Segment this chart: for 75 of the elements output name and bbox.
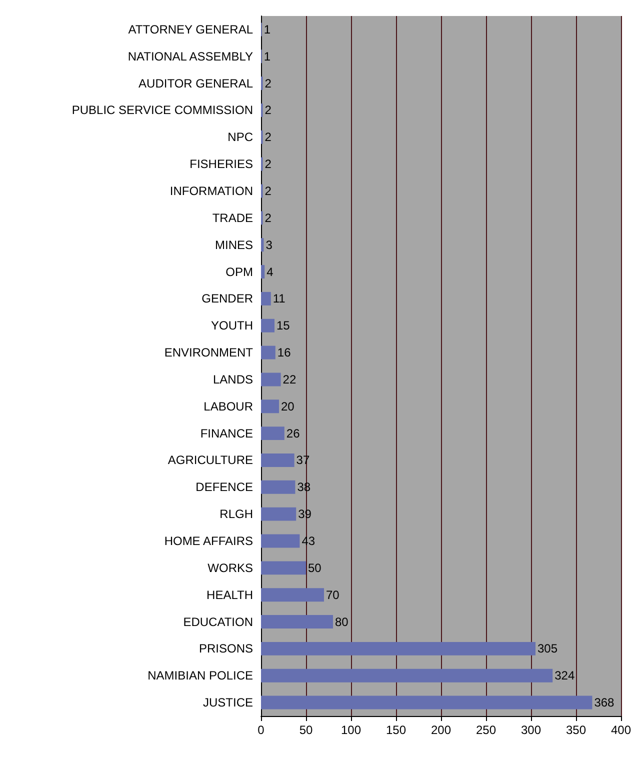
x-tick-label: 50	[299, 723, 313, 737]
x-tick-label: 300	[520, 723, 542, 737]
bar	[261, 588, 324, 602]
data-label: 11	[272, 292, 286, 306]
y-tick-label: HEALTH	[206, 588, 253, 602]
y-tick-label: ATTORNEY GENERAL	[128, 22, 254, 36]
bar	[261, 615, 333, 628]
y-tick-label: ENVIRONMENT	[164, 346, 254, 360]
bar	[261, 668, 553, 682]
bar	[261, 696, 592, 710]
data-label: 22	[282, 372, 296, 386]
bar	[261, 480, 296, 494]
bar	[261, 426, 284, 440]
y-tick-label: YOUTH	[211, 318, 253, 333]
data-label: 324	[554, 668, 575, 683]
y-tick-label: DEFENCE	[196, 480, 253, 494]
bar	[261, 561, 306, 575]
data-label: 16	[277, 346, 292, 360]
bar	[261, 238, 264, 252]
data-label: 2	[264, 130, 272, 144]
data-label: 4	[266, 264, 274, 279]
bar	[261, 265, 265, 278]
y-tick-label: PRISONS	[198, 642, 253, 656]
data-label: 2	[264, 184, 272, 198]
bar	[261, 642, 536, 656]
y-tick-label: MINES	[214, 238, 253, 252]
x-tick-label: 200	[430, 723, 452, 737]
y-tick-label: NAMIBIAN POLICE	[148, 668, 253, 683]
data-label: 26	[286, 426, 300, 440]
y-tick-label: WORKS	[208, 560, 253, 575]
y-tick-label: HOME AFFAIRS	[164, 534, 253, 548]
bar	[261, 292, 271, 306]
bar	[261, 318, 274, 332]
y-tick-label: LANDS	[212, 372, 253, 386]
data-label: 1	[264, 22, 271, 36]
data-label: 80	[335, 614, 349, 629]
x-tick-label: 350	[566, 723, 586, 737]
data-label: 70	[326, 588, 340, 602]
y-tick-label: GENDER	[202, 292, 254, 306]
bar	[261, 507, 296, 521]
bar	[261, 454, 294, 467]
y-tick-label: PUBLIC SERVICE COMMISSION	[72, 103, 253, 118]
data-label: 2	[264, 157, 272, 172]
y-tick-label: TRADE	[212, 210, 253, 225]
y-tick-label: RLGH	[220, 507, 253, 522]
data-label: 305	[538, 642, 558, 656]
y-tick-label: NPC	[228, 130, 254, 144]
data-label: 368	[594, 696, 615, 710]
y-tick-label: JUSTICE	[202, 696, 253, 710]
data-label: 2	[264, 210, 272, 225]
bar	[261, 400, 279, 414]
x-tick-label: 400	[610, 723, 632, 737]
bar	[261, 372, 281, 386]
y-tick-label: FISHERIES	[190, 157, 253, 172]
y-tick-label: OPM	[226, 264, 253, 279]
y-tick-label: NATIONAL ASSEMBLY	[128, 49, 253, 64]
y-tick-label: LABOUR	[204, 399, 254, 414]
data-label: 50	[308, 560, 322, 575]
y-tick-label: AGRICULTURE	[168, 453, 253, 468]
x-tick-label: 100	[340, 723, 362, 737]
data-label: 20	[281, 399, 295, 414]
data-label: 15	[276, 318, 290, 333]
data-label: 3	[266, 238, 273, 252]
data-label: 1	[264, 49, 271, 64]
y-tick-label: FINANCE	[200, 426, 253, 440]
x-tick-label: 150	[386, 723, 406, 737]
x-tick-label: 250	[476, 723, 496, 737]
data-label: 2	[264, 76, 272, 90]
data-label: 2	[264, 103, 272, 118]
bar	[261, 534, 300, 548]
bar	[261, 346, 276, 360]
y-tick-label: AUDITOR GENERAL	[138, 76, 254, 90]
y-tick-label: INFORMATION	[170, 184, 253, 198]
y-tick-label: EDUCATION	[183, 614, 253, 629]
x-tick-label: 0	[258, 723, 265, 737]
